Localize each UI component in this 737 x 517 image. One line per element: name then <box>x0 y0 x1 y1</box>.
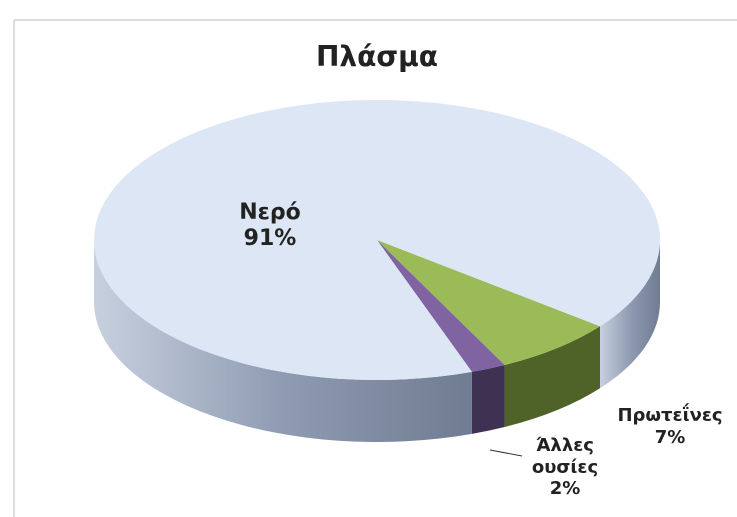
slice-side <box>471 364 505 434</box>
category-label: Πρωτεΐνες <box>617 405 723 426</box>
chart-title: Πλάσμα <box>316 40 438 73</box>
slice-label: Άλλες ουσίες 2% <box>515 435 615 500</box>
slice-label: Πρωτεΐνες 7% <box>595 405 737 448</box>
slice-label: Νερό 91% <box>200 200 340 253</box>
slice <box>377 240 505 372</box>
slice <box>94 99 660 380</box>
slice-side <box>94 240 472 442</box>
category-label: Νερό <box>239 200 301 225</box>
value-label: 2% <box>549 478 581 500</box>
slice-side <box>504 326 601 427</box>
value-label: 91% <box>243 226 297 252</box>
slice-side <box>600 240 660 389</box>
value-label: 7% <box>654 426 686 448</box>
leader-line <box>489 449 523 457</box>
category-label: Άλλες ουσίες <box>531 435 599 478</box>
slice <box>377 240 601 365</box>
